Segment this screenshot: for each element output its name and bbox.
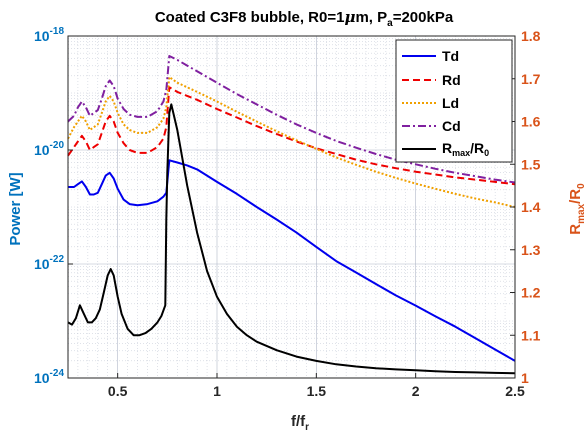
title-mu: μ — [344, 8, 355, 26]
x-tick-label: 1 — [213, 383, 221, 399]
y-right-tick-label: 1.5 — [521, 156, 541, 172]
y-left-tick-label: 10-20 — [34, 140, 64, 158]
yr-label-mid: /R — [567, 189, 584, 204]
x-label-main: f/f — [291, 413, 306, 430]
series-line-ld — [67, 76, 516, 208]
legend-label-rmax: Rmax/R0 — [442, 140, 489, 158]
x-label-sub: r — [305, 422, 309, 433]
x-tick-label: 2.5 — [505, 383, 525, 399]
y-right-tick-label: 1.6 — [521, 114, 541, 130]
y-right-tick-label: 1.1 — [521, 327, 541, 343]
title-part-1: Coated C3F8 bubble, R0=1 — [155, 9, 345, 26]
y-left-tick-label: 10-18 — [34, 26, 64, 44]
x-tick-label: 1.5 — [307, 383, 327, 399]
axis-ticks: 0.5 1 1.5 2 2.5 10-24 10-22 10-20 10-18 1 1.1 1.2 1.… — [34, 26, 541, 399]
y-right-tick-label: 1.8 — [521, 28, 541, 44]
legend-label-cd: Cd — [442, 118, 461, 134]
y-left-tick-label: 10-22 — [34, 254, 64, 272]
yr-label-main: R — [567, 224, 584, 235]
title-sub: a — [387, 18, 393, 29]
y-right-tick-label: 1 — [521, 370, 529, 386]
series-line-td — [68, 159, 516, 362]
x-tick-label: 2 — [412, 383, 420, 399]
y-axis-label-right: Rmax/R0 — [567, 183, 584, 235]
legend-box — [395, 39, 513, 163]
legend-rmax-sub2: 0 — [484, 148, 489, 158]
series-line-rd — [67, 86, 516, 186]
title-part-3: =200kPa — [393, 9, 454, 26]
legend-rmax-mid: /R — [470, 140, 484, 156]
series-line-rmaxr0 — [67, 103, 516, 375]
legend-label-rd: Rd — [442, 72, 461, 88]
y-right-tick-label: 1.2 — [521, 285, 541, 301]
legend-rmax-sub1: max — [452, 148, 470, 158]
series-lines — [67, 55, 516, 375]
title-part-2: m, P — [355, 9, 387, 26]
yr-label-sub1: max — [576, 203, 584, 223]
y-right-tick-label: 1.7 — [521, 71, 541, 87]
legend-rmax-main: R — [442, 140, 452, 156]
legend-label-ld: Ld — [442, 95, 459, 111]
x-tick-label: 0.5 — [108, 383, 128, 399]
x-axis-label: f/fr — [291, 413, 309, 433]
y-axis-label-left: Power [W] — [7, 172, 24, 245]
legend: Td Rd Ld Cd Rmax/R0 — [395, 39, 513, 163]
y-right-tick-label: 1.4 — [521, 199, 541, 215]
series-line-cd — [67, 55, 516, 184]
y-left-tick-label: 10-24 — [34, 368, 64, 386]
chart-title: Coated C3F8 bubble, R0=1μm, Pa=200kPa — [155, 8, 454, 29]
y-right-tick-label: 1.3 — [521, 242, 541, 258]
legend-label-td: Td — [442, 48, 459, 64]
yr-label-sub2: 0 — [576, 183, 584, 189]
